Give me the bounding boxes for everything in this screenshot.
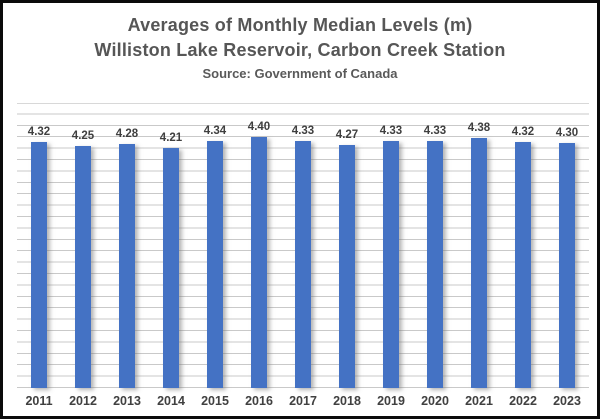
data-label-2019: 4.33 <box>379 125 403 138</box>
x-axis-labels: 2011 2012 2013 2014 2015 2016 2017 2018 2019 2020… <box>17 394 589 408</box>
data-label-2011: 4.32 <box>27 125 51 138</box>
data-label-2015: 4.34 <box>203 124 227 137</box>
bar-2021 <box>471 138 487 388</box>
data-label-2012: 4.25 <box>71 129 95 142</box>
data-label-2022: 4.32 <box>511 125 535 138</box>
x-axis-label-2013: 2013 <box>113 394 141 408</box>
x-axis-label-2011: 2011 <box>25 394 53 408</box>
bar-2013 <box>119 144 135 388</box>
bar-2023 <box>559 142 575 388</box>
bar-slot-2023: 4.30 <box>545 104 589 388</box>
chart-title-line1: Averages of Monthly Median Levels (m) <box>127 15 473 35</box>
bar-slot-2022: 4.32 <box>501 104 545 388</box>
bar-2012 <box>75 145 91 388</box>
bar-slot-2012: 4.25 <box>61 104 105 388</box>
bar-slot-2020: 4.33 <box>413 104 457 388</box>
data-label-2013: 4.28 <box>115 128 139 141</box>
bar-slot-2018: 4.27 <box>325 104 369 388</box>
chart-header: Averages of Monthly Median Levels (m) Wi… <box>3 3 597 84</box>
x-axis-label-2019: 2019 <box>377 394 405 408</box>
bar-2014 <box>163 148 179 388</box>
x-axis-label-2015: 2015 <box>201 394 229 408</box>
bar-slot-2016: 4.40 <box>237 104 281 388</box>
bar-2011 <box>31 141 47 388</box>
x-axis-label-2018: 2018 <box>333 394 361 408</box>
chart-source-subtitle: Source: Government of Canada <box>202 66 398 81</box>
data-label-2014: 4.21 <box>159 132 183 145</box>
bar-2016 <box>251 137 267 388</box>
bar-2015 <box>207 140 223 388</box>
x-axis-label-2023: 2023 <box>553 394 581 408</box>
bar-2017 <box>295 141 311 388</box>
chart-title-line2: Williston Lake Reservoir, Carbon Creek S… <box>94 40 506 60</box>
plot-area: 4.32 4.25 4.28 4.21 4.34 4.40 4.33 4.27 4.33 4.33… <box>17 103 589 388</box>
bar-slot-2015: 4.34 <box>193 104 237 388</box>
bar-2019 <box>383 141 399 388</box>
data-label-2018: 4.27 <box>335 128 359 141</box>
data-label-2020: 4.33 <box>423 125 447 138</box>
x-axis-label-2017: 2017 <box>289 394 317 408</box>
x-axis-label-2012: 2012 <box>69 394 97 408</box>
bar-2018 <box>339 144 355 388</box>
x-axis-label-2016: 2016 <box>245 394 273 408</box>
x-axis-label-2021: 2021 <box>465 394 493 408</box>
data-label-2023: 4.30 <box>555 126 579 139</box>
bar-2020 <box>427 141 443 388</box>
bar-slot-2014: 4.21 <box>149 104 193 388</box>
bar-slot-2021: 4.38 <box>457 104 501 388</box>
x-axis-label-2014: 2014 <box>157 394 185 408</box>
bar-2022 <box>515 141 531 388</box>
x-axis-label-2022: 2022 <box>509 394 537 408</box>
data-label-2021: 4.38 <box>467 122 491 135</box>
x-axis-label-2020: 2020 <box>421 394 449 408</box>
bar-slot-2013: 4.28 <box>105 104 149 388</box>
data-label-2017: 4.33 <box>291 125 315 138</box>
bar-slot-2011: 4.32 <box>17 104 61 388</box>
data-label-2016: 4.40 <box>247 121 271 134</box>
bar-slot-2019: 4.33 <box>369 104 413 388</box>
bar-slot-2017: 4.33 <box>281 104 325 388</box>
